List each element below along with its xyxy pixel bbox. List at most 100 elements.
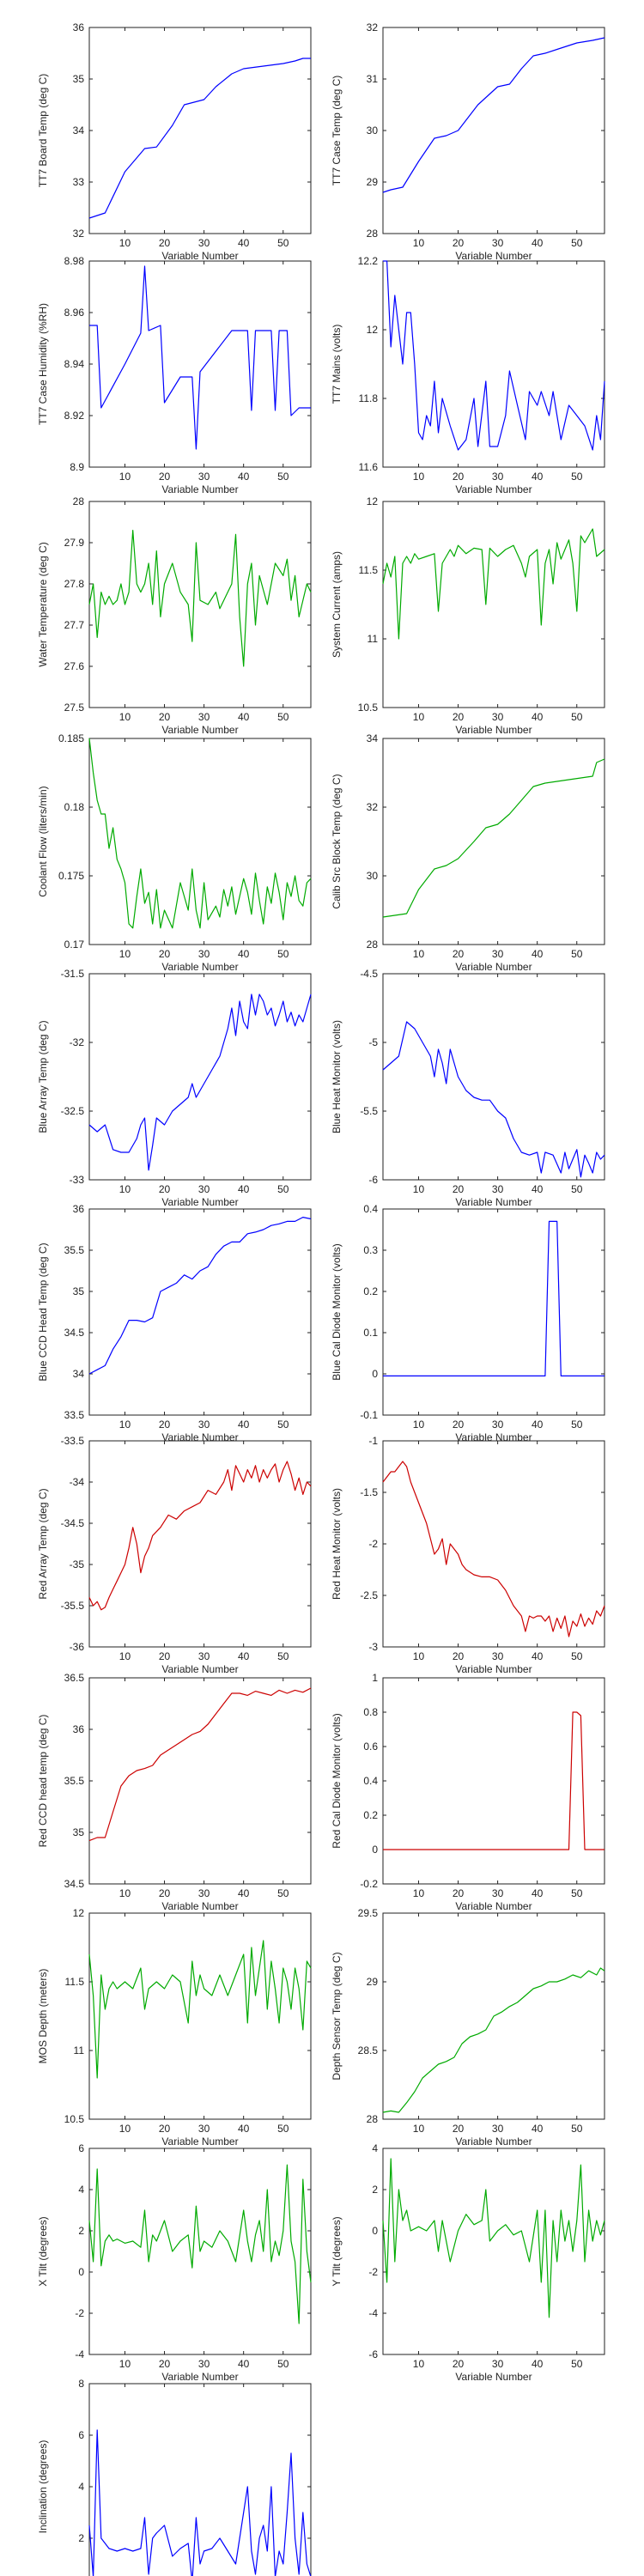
series-line bbox=[382, 1461, 605, 1637]
x-tick-label: 40 bbox=[532, 1887, 544, 1899]
x-tick-label: 20 bbox=[453, 2358, 465, 2370]
y-tick-label: 0.17 bbox=[64, 939, 85, 951]
y-tick-label: -2.5 bbox=[360, 1589, 378, 1601]
x-tick-label: 40 bbox=[532, 1183, 544, 1195]
y-tick-label: -31.5 bbox=[61, 968, 85, 980]
x-tick-label: 10 bbox=[119, 1183, 131, 1195]
y-tick-label: 32 bbox=[367, 21, 379, 33]
x-tick-label: 10 bbox=[119, 1419, 131, 1431]
x-tick-label: 30 bbox=[198, 1419, 210, 1431]
x-tick-label: 40 bbox=[238, 1887, 250, 1899]
x-tick-label: 50 bbox=[571, 948, 583, 960]
y-tick-label: 8.98 bbox=[64, 255, 85, 267]
y-axis-label: Blue Heat Monitor (volts) bbox=[331, 1020, 343, 1133]
plot-frame bbox=[382, 501, 605, 708]
y-tick-label: 31 bbox=[367, 73, 379, 85]
x-axis-label: Variable Number bbox=[455, 2136, 532, 2148]
y-tick-label: 12 bbox=[367, 495, 379, 507]
y-tick-label: 30 bbox=[367, 125, 379, 137]
y-tick-label: 27.5 bbox=[64, 702, 85, 714]
x-axis-label: Variable Number bbox=[161, 250, 238, 262]
y-tick-label: -35.5 bbox=[61, 1600, 85, 1612]
series-line bbox=[88, 2164, 312, 2324]
x-tick-label: 40 bbox=[238, 237, 250, 249]
x-axis-label: Variable Number bbox=[455, 250, 532, 262]
chart-panel: 10 20 30 40 50 -6 -4 -2 0 2 4 Variable Number Y Tilt… bbox=[331, 2142, 605, 2383]
plot-frame bbox=[382, 2148, 605, 2355]
y-tick-label: -0.2 bbox=[360, 1878, 378, 1890]
x-tick-label: 20 bbox=[159, 237, 171, 249]
x-tick-label: 30 bbox=[198, 1887, 210, 1899]
y-tick-label: 12 bbox=[367, 324, 379, 336]
plot-frame bbox=[382, 973, 605, 1181]
x-tick-label: 50 bbox=[277, 948, 289, 960]
series-line bbox=[88, 738, 312, 929]
y-axis-label: Coolant Flow (liters/min) bbox=[37, 786, 49, 896]
x-tick-label: 50 bbox=[571, 1419, 583, 1431]
x-tick-label: 30 bbox=[198, 237, 210, 249]
y-tick-label: 36 bbox=[73, 1203, 85, 1215]
y-tick-label: 27.9 bbox=[64, 537, 85, 549]
y-tick-label: 0.18 bbox=[64, 801, 85, 813]
chart-panel: 102030405002468Variable NumberInclinatio… bbox=[37, 2378, 312, 2576]
y-tick-label: -6 bbox=[368, 1174, 378, 1186]
y-tick-label: 4 bbox=[78, 2481, 84, 2493]
y-tick-label: 8.96 bbox=[64, 307, 85, 319]
y-axis-label: Y Tilt (degrees) bbox=[331, 2216, 343, 2286]
x-tick-label: 30 bbox=[198, 1183, 210, 1195]
plot-frame bbox=[88, 2383, 312, 2576]
x-tick-label: 30 bbox=[492, 711, 504, 723]
y-tick-label: -36 bbox=[70, 1641, 85, 1653]
x-tick-label: 40 bbox=[532, 2358, 544, 2370]
plot-frame bbox=[88, 1440, 312, 1648]
chart-panel: 10 20 30 40 50 11.6 11.8 12 12.2 Variable Number T… bbox=[331, 255, 605, 495]
chart-panel: 10 20 30 40 50 0.17 0.175 0.18 0.185 Variable Num… bbox=[37, 732, 312, 973]
x-tick-label: 20 bbox=[453, 237, 465, 249]
y-tick-label: -4 bbox=[368, 2307, 378, 2319]
y-tick-label: 0.8 bbox=[363, 1706, 378, 1718]
y-tick-label: 12 bbox=[73, 1907, 85, 1919]
plot-frame bbox=[88, 973, 312, 1181]
x-axis-label: Variable Number bbox=[161, 483, 238, 495]
plot-frame bbox=[382, 1912, 605, 2120]
x-axis-label: Variable Number bbox=[161, 1900, 238, 1912]
x-tick-label: 50 bbox=[277, 2123, 289, 2135]
y-tick-label: 0.3 bbox=[363, 1244, 378, 1256]
y-tick-label: 33 bbox=[73, 176, 85, 188]
y-axis-label: Red CCD head temp (deg C) bbox=[37, 1715, 49, 1848]
y-tick-label: 0.1 bbox=[363, 1327, 378, 1339]
y-tick-label: 36 bbox=[73, 1723, 85, 1735]
x-tick-label: 30 bbox=[198, 2358, 210, 2370]
x-tick-label: 30 bbox=[492, 471, 504, 483]
x-tick-label: 10 bbox=[413, 2123, 425, 2135]
series-line bbox=[382, 1021, 605, 1178]
series-line bbox=[383, 260, 605, 451]
chart-panel: 10 20 30 40 50 -4 -2 0 2 4 6 Variable Number X Tilt … bbox=[37, 2142, 312, 2383]
y-tick-label: -34 bbox=[70, 1476, 85, 1488]
y-axis-label: TT7 Case Humidity (%RH) bbox=[37, 303, 49, 425]
series-line bbox=[88, 993, 312, 1171]
y-tick-label: -32 bbox=[70, 1036, 85, 1048]
x-tick-label: 20 bbox=[453, 1650, 465, 1662]
y-tick-label: 11.8 bbox=[359, 392, 379, 404]
y-tick-label: 29 bbox=[367, 1976, 379, 1988]
x-tick-label: 30 bbox=[198, 948, 210, 960]
y-tick-label: 2 bbox=[78, 2225, 84, 2237]
x-tick-label: 50 bbox=[277, 1650, 289, 1662]
y-tick-label: 0.4 bbox=[363, 1203, 378, 1215]
y-axis-label: Blue Cal Diode Monitor (volts) bbox=[331, 1243, 343, 1380]
y-tick-label: 0.4 bbox=[363, 1775, 378, 1787]
chart-panel: 10 20 30 40 50 8.9 8.92 8.94 8.96 8.98 Variable Nu… bbox=[37, 255, 312, 495]
plot-frame bbox=[382, 27, 605, 234]
x-tick-label: 10 bbox=[413, 471, 425, 483]
x-tick-label: 20 bbox=[159, 2358, 171, 2370]
chart-panel: 10 20 30 40 50 28 28.5 29 29.5 Variable Number Dep… bbox=[331, 1907, 605, 2148]
y-tick-label: 28.5 bbox=[358, 2044, 379, 2057]
y-tick-label: 34 bbox=[367, 732, 379, 744]
x-tick-label: 30 bbox=[492, 948, 504, 960]
series-line bbox=[383, 1220, 605, 1377]
x-tick-label: 30 bbox=[492, 237, 504, 249]
plot-frame bbox=[382, 1440, 605, 1648]
x-axis-label: Variable Number bbox=[455, 1431, 532, 1443]
y-tick-label: 27.6 bbox=[64, 660, 85, 672]
